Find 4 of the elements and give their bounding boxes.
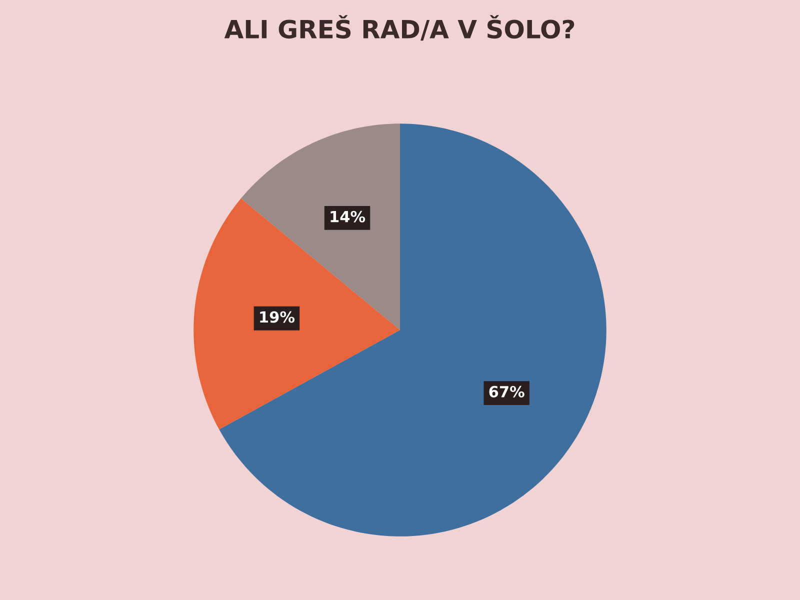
data-label: 67% [489,386,524,398]
data-label: 19% [260,311,295,323]
data-label: 14% [330,210,366,222]
chart-title: ALI GREŠ RAD/A V ŠOLO? [224,15,574,41]
